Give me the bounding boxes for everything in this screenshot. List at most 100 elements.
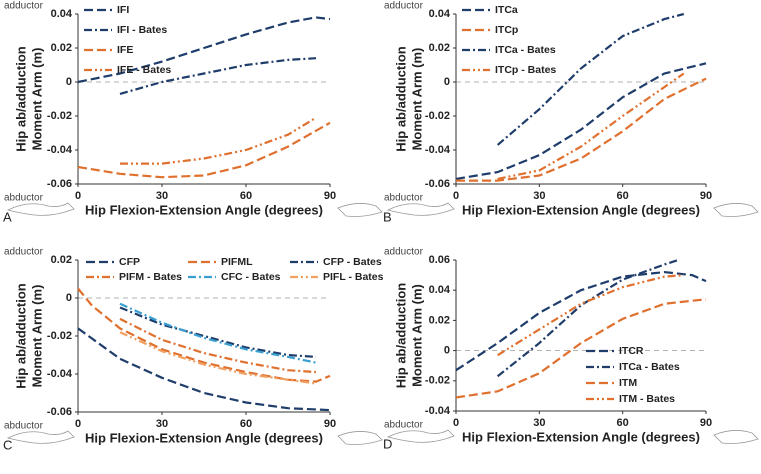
- x-tick-label: 60: [617, 190, 629, 202]
- silhouette: [6, 430, 75, 444]
- legend-label: IFI - Bates: [117, 24, 167, 36]
- legend-label: CFP: [119, 256, 140, 268]
- silhouette: [386, 429, 455, 443]
- x-tick-label: 90: [700, 417, 712, 429]
- y-axis-label: Moment Arm (m): [29, 285, 44, 388]
- x-tick-label: 60: [240, 418, 252, 430]
- series-line: [119, 317, 317, 374]
- x-tick-label: 60: [240, 190, 252, 202]
- series-line: [496, 258, 679, 378]
- annotation: abductor: [384, 420, 424, 431]
- legend-label: ITCa - Bates: [495, 44, 556, 56]
- y-tick-label: 0: [444, 345, 450, 357]
- x-axis-label: Hip Flexion-Extension Angle (degrees): [85, 430, 323, 445]
- x-tick-label: 30: [156, 418, 168, 430]
- y-tick-label: -0.04: [425, 144, 451, 156]
- y-tick-label: -0.04: [47, 368, 73, 380]
- y-axis-label: Hip ab/adduction: [393, 283, 408, 389]
- series-line: [77, 121, 331, 179]
- y-tick-label: -0.02: [47, 110, 72, 122]
- series-line: [119, 331, 317, 385]
- legend-label: PIFL - Bates: [323, 271, 384, 283]
- y-axis-label: Hip ab/adduction: [13, 46, 28, 152]
- series-line: [455, 62, 707, 180]
- series-line: [77, 327, 331, 412]
- y-axis-label: Moment Arm (m): [409, 48, 424, 151]
- legend-label: IFE - Bates: [117, 64, 171, 76]
- x-tick-label: 0: [453, 417, 459, 429]
- silhouette: [337, 431, 383, 445]
- y-tick-label: 0.02: [51, 254, 72, 266]
- y-tick-label: -0.06: [425, 178, 450, 190]
- x-tick-label: 30: [156, 190, 168, 202]
- annotation: abductor: [384, 193, 424, 204]
- y-tick-label: 0.06: [429, 254, 450, 266]
- series-line: [119, 306, 317, 358]
- y-tick-label: 0.04: [429, 8, 451, 20]
- y-tick-label: 0: [66, 76, 72, 88]
- legend-label: ITCa - Bates: [619, 361, 680, 373]
- legend-label: ITM: [619, 377, 637, 389]
- legend-label: ITCp: [495, 24, 518, 36]
- y-axis-label: Hip ab/adduction: [13, 283, 28, 389]
- y-tick-label: 0.04: [51, 8, 73, 20]
- x-tick-label: 30: [533, 190, 545, 202]
- panel-label: C: [3, 437, 12, 452]
- legend-label: ITCR: [619, 345, 644, 357]
- y-tick-label: -0.04: [47, 144, 73, 156]
- annotation: adductor: [4, 247, 44, 258]
- annotation: adductor: [384, 1, 424, 12]
- silhouette: [6, 202, 75, 216]
- x-axis-label: Hip Flexion-Extension Angle (degrees): [85, 202, 323, 217]
- y-tick-label: 0.02: [51, 42, 72, 54]
- y-tick-label: -0.06: [47, 406, 72, 418]
- series-line: [496, 12, 685, 146]
- legend-label: IFE: [117, 44, 133, 56]
- legend-label: IFI: [117, 4, 129, 16]
- x-axis-label: Hip Flexion-Extension Angle (degrees): [462, 429, 700, 444]
- legend-label: PIFM - Bates: [119, 271, 182, 283]
- y-tick-label: 0: [444, 76, 450, 88]
- x-tick-label: 0: [453, 190, 459, 202]
- y-tick-label: -0.02: [425, 110, 450, 122]
- annotation: abductor: [4, 193, 44, 204]
- legend-label: CFC - Bates: [221, 271, 281, 283]
- series-line: [77, 16, 331, 84]
- legend-label: PIFML: [221, 256, 253, 268]
- legend-label: ITCa: [495, 4, 518, 16]
- panel-label: B: [383, 209, 392, 224]
- silhouette: [713, 203, 759, 217]
- x-tick-label: 90: [700, 190, 712, 202]
- x-tick-label: 0: [75, 418, 81, 430]
- legend-label: ITCp - Bates: [495, 64, 556, 76]
- series-line: [119, 57, 317, 95]
- series-line: [119, 302, 317, 364]
- y-tick-label: -0.02: [47, 330, 72, 342]
- annotation: adductor: [384, 247, 424, 258]
- series-line: [77, 287, 331, 383]
- y-axis-label: Moment Arm (m): [409, 284, 424, 387]
- legend-label: CFP - Bates: [323, 256, 382, 268]
- series-line: [120, 116, 317, 165]
- y-tick-label: -0.06: [47, 178, 72, 190]
- silhouette: [713, 430, 759, 444]
- x-tick-label: 60: [617, 417, 629, 429]
- panel-label: A: [3, 209, 12, 224]
- y-axis-label: Moment Arm (m): [29, 48, 44, 151]
- series-line: [456, 77, 707, 182]
- x-tick-label: 0: [75, 190, 81, 202]
- annotation: adductor: [4, 1, 44, 12]
- series-line: [455, 298, 707, 399]
- annotation: abductor: [4, 421, 44, 432]
- y-tick-label: 0.04: [429, 284, 451, 296]
- panel-label: D: [383, 436, 392, 451]
- y-tick-label: 0: [66, 292, 72, 304]
- y-tick-label: 0.02: [429, 42, 450, 54]
- x-tick-label: 90: [324, 418, 336, 430]
- y-axis-label: Hip ab/adduction: [393, 46, 408, 152]
